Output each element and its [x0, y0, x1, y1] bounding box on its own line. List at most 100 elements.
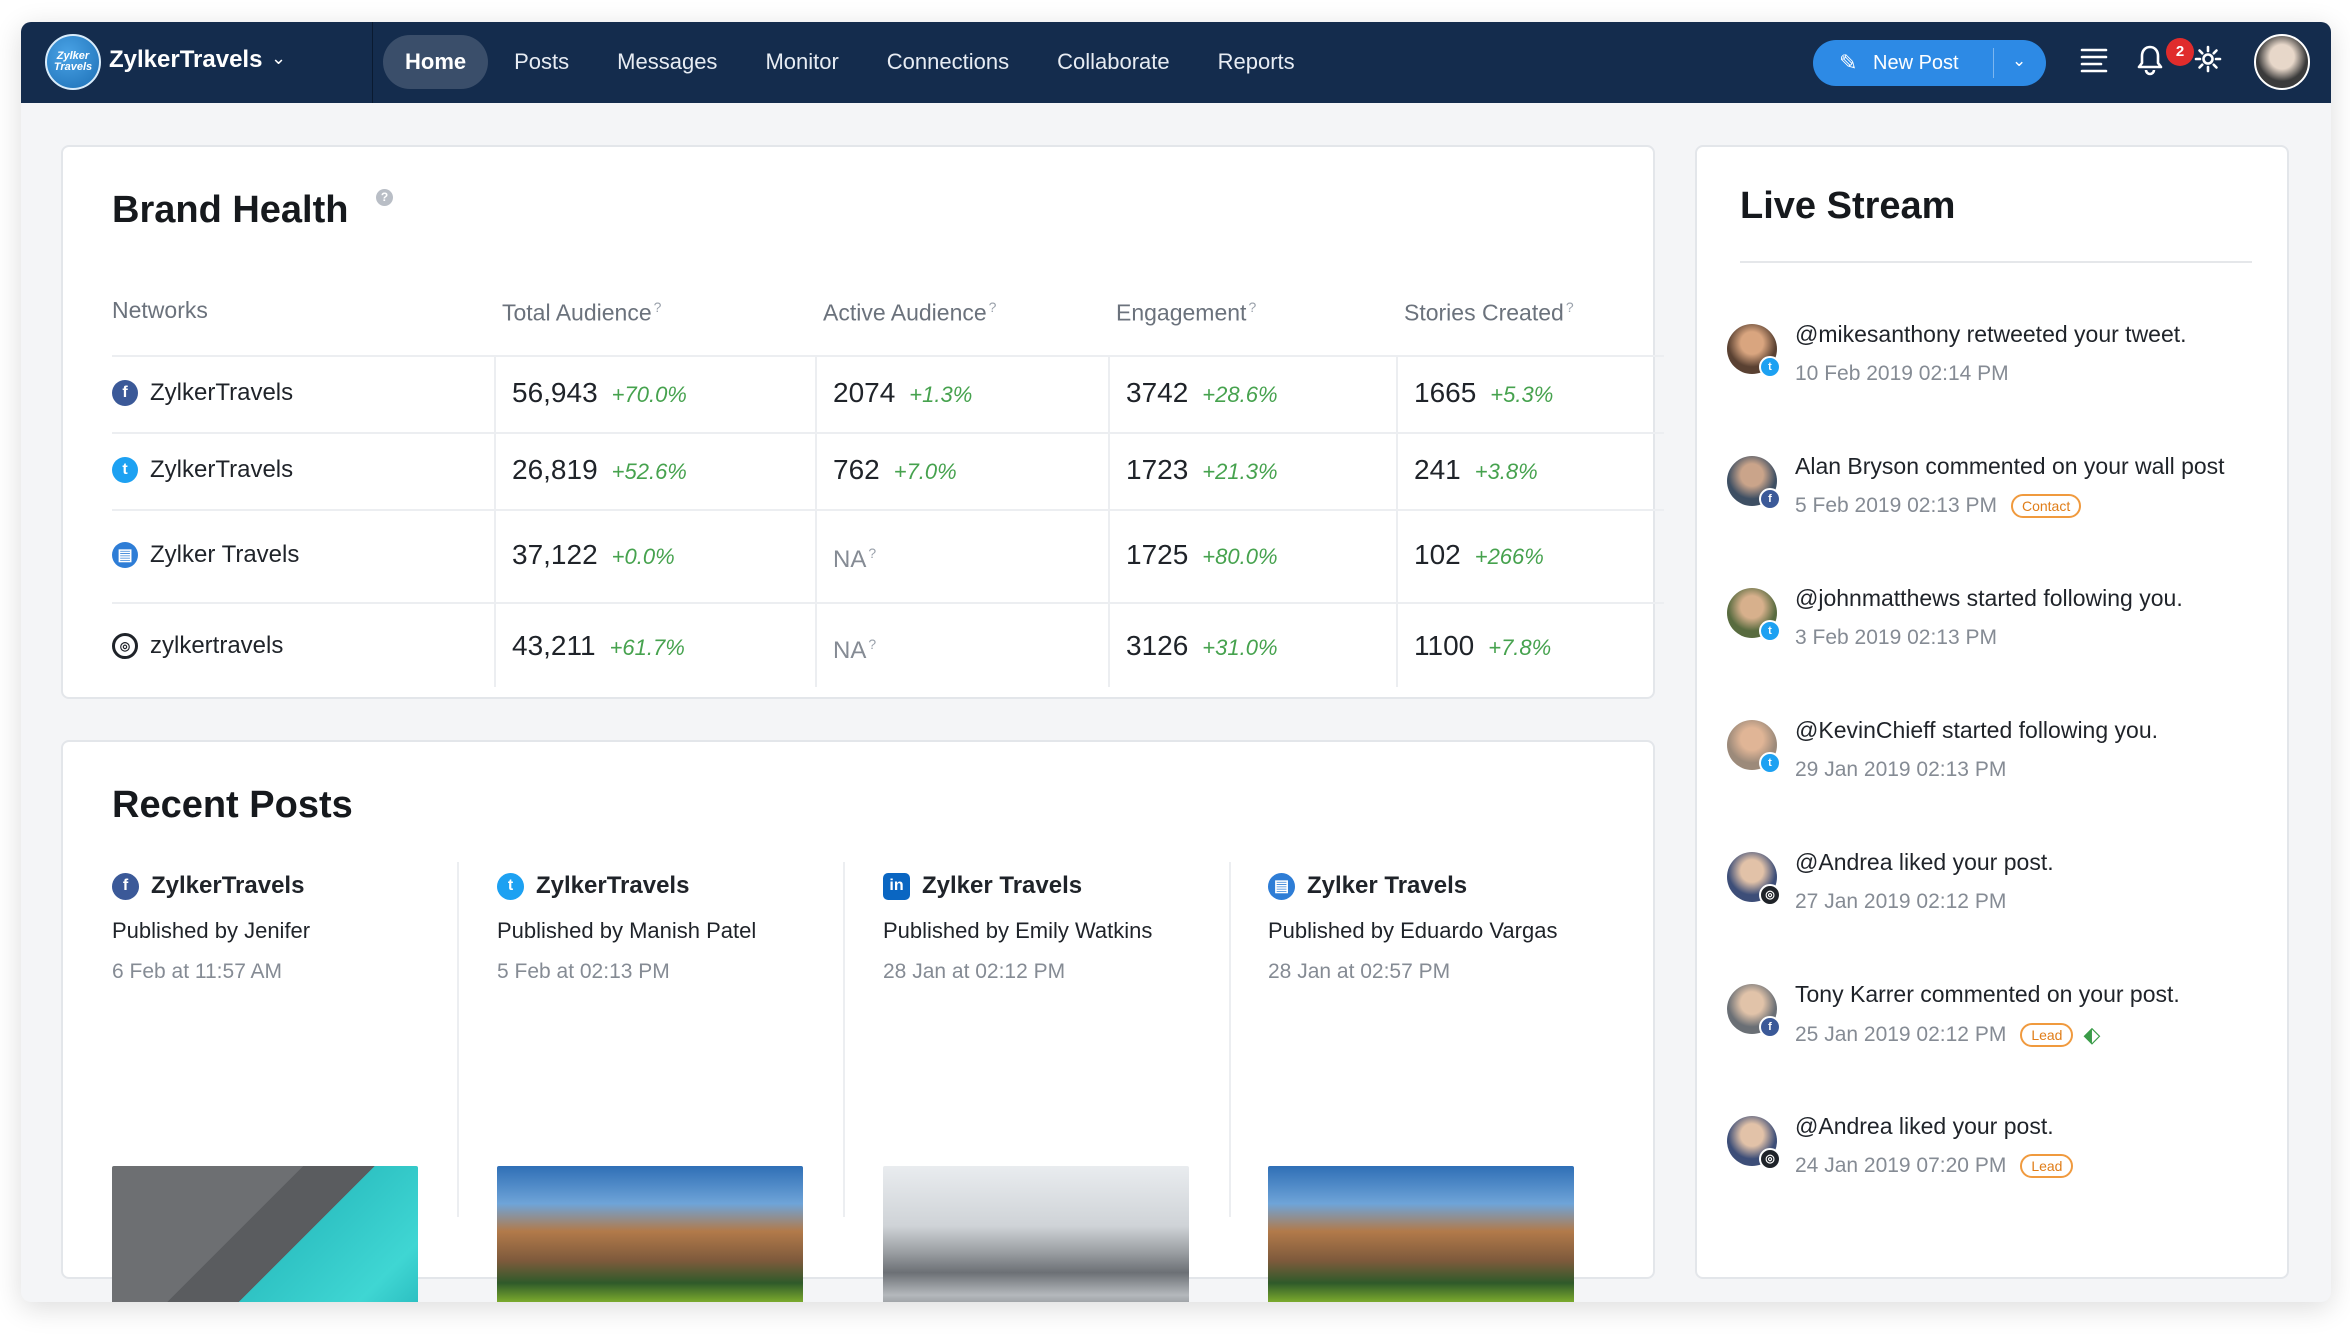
contact-tag[interactable]: Contact: [2010, 494, 2082, 518]
total-audience-value: 37,122 +0.0%: [512, 539, 675, 570]
help-icon[interactable]: ?: [653, 299, 662, 315]
help-icon[interactable]: ?: [1248, 299, 1257, 315]
activity-text: @Andrea liked your post.: [1795, 849, 2054, 875]
chevron-down-icon[interactable]: ⌄: [2012, 51, 2027, 70]
post-network: t ZylkerTravels: [497, 872, 807, 900]
post-network: ▤ Zylker Travels: [1268, 872, 1578, 900]
new-post-button[interactable]: ✎ New Post ⌄: [1813, 40, 2046, 86]
deal-icon[interactable]: ⬖: [2083, 1022, 2101, 1047]
post-author: Published by Eduardo Vargas: [1268, 918, 1558, 943]
live-stream-title: Live Stream: [1740, 185, 1956, 227]
recent-posts-title: Recent Posts: [112, 784, 353, 826]
divider: [1740, 261, 2252, 263]
post-author: Published by Emily Watkins: [883, 918, 1153, 943]
post-card[interactable]: in Zylker Travels Published by Emily Watk…: [883, 872, 1193, 1302]
new-post-label: New Post: [1873, 52, 1959, 74]
list-item[interactable]: t @johnmatthews started following you. 3…: [1727, 585, 2267, 678]
engagement-value: 1725 +80.0%: [1126, 539, 1278, 570]
twitter-icon: t: [112, 457, 138, 483]
pencil-icon: ✎: [1839, 50, 1858, 75]
network-name: Zylker Travels: [150, 541, 300, 568]
mountain-cabin-photo[interactable]: [1268, 1166, 1574, 1302]
nav-reports[interactable]: Reports: [1217, 49, 1295, 74]
col-active-audience: Active Audience?: [823, 299, 997, 326]
total-audience-value: 43,211 +61.7%: [512, 630, 685, 661]
help-icon[interactable]: ?: [868, 545, 877, 561]
help-icon[interactable]: ?: [376, 189, 393, 206]
column-divider: [815, 357, 817, 687]
list-item[interactable]: ◎ @Andrea liked your post. 27 Jan 2019 0…: [1727, 849, 2267, 942]
post-divider: [843, 862, 845, 1217]
network-cell: f ZylkerTravels: [112, 379, 293, 407]
gear-icon[interactable]: [2193, 44, 2223, 83]
col-stories-created: Stories Created?: [1404, 299, 1574, 326]
engagement-value: 3126 +31.0%: [1126, 630, 1278, 661]
network-cell: t ZylkerTravels: [112, 456, 293, 484]
help-icon[interactable]: ?: [868, 636, 877, 652]
user-avatar[interactable]: [2254, 34, 2310, 90]
column-divider: [494, 357, 496, 687]
instagram-icon: ◎: [1759, 1148, 1781, 1170]
nav-messages[interactable]: Messages: [617, 49, 718, 74]
activity-time: 5 Feb 2019 02:13 PM Contact: [1795, 494, 2082, 518]
recent-posts-card: Recent Posts f ZylkerTravels Published by…: [61, 740, 1655, 1302]
post-date: 28 Jan at 02:57 PM: [1268, 960, 1451, 983]
activity-time: 3 Feb 2019 02:13 PM: [1795, 626, 1997, 649]
network-cell: ▤ Zylker Travels: [112, 541, 299, 569]
active-audience-value: NA?: [833, 636, 877, 664]
menu-icon[interactable]: [2079, 44, 2109, 83]
lead-tag[interactable]: Lead: [2020, 1023, 2074, 1047]
activity-time: 27 Jan 2019 02:12 PM: [1795, 890, 2007, 913]
nav-home[interactable]: Home: [383, 35, 489, 89]
post-date: 5 Feb at 02:13 PM: [497, 960, 670, 983]
activity-text: Alan Bryson commented on your wall post: [1795, 453, 2225, 479]
list-item[interactable]: t @KevinChieff started following you. 29…: [1727, 717, 2267, 810]
engagement-value: 3742 +28.6%: [1126, 377, 1278, 408]
brand-switcher[interactable]: Zylker Travels ZylkerTravels ⌄: [21, 22, 373, 103]
activity-text: @mikesanthony retweeted your tweet.: [1795, 321, 2187, 347]
network-name: zylkertravels: [150, 632, 284, 659]
pool-dock-photo[interactable]: [112, 1166, 418, 1302]
post-date: 6 Feb at 11:57 AM: [112, 960, 283, 983]
post-divider: [1229, 862, 1231, 1217]
mountain-cabin-photo[interactable]: [497, 1166, 803, 1302]
post-divider: [457, 862, 459, 1217]
activity-time: 24 Jan 2019 07:20 PM Lead: [1795, 1154, 2074, 1178]
total-audience-value: 26,819 +52.6%: [512, 454, 687, 485]
col-engagement: Engagement?: [1116, 299, 1257, 326]
facebook-icon: f: [112, 380, 138, 406]
instagram-icon: ◎: [112, 633, 138, 659]
nav-connections[interactable]: Connections: [886, 49, 1010, 74]
brand-name: ZylkerTravels: [109, 46, 263, 73]
table-row: t ZylkerTravels 26,819 +52.6% 762 +7.0% 17…: [112, 432, 1664, 510]
nav-collaborate[interactable]: Collaborate: [1057, 49, 1170, 74]
brand-health-card: Brand Health ? Networks Total Audience? …: [61, 145, 1664, 699]
chevron-down-icon[interactable]: ⌄: [271, 48, 287, 68]
main-nav: Home Posts Messages Monitor Connections …: [383, 35, 1321, 89]
help-icon[interactable]: ?: [988, 299, 997, 315]
post-date: 28 Jan at 02:12 PM: [883, 960, 1066, 983]
activity-time: 10 Feb 2019 02:14 PM: [1795, 362, 2009, 385]
lead-tag[interactable]: Lead: [2020, 1154, 2074, 1178]
col-networks: Networks: [112, 297, 208, 323]
list-item[interactable]: f Alan Bryson commented on your wall pos…: [1727, 453, 2267, 546]
brand-logo: Zylker Travels: [45, 34, 101, 90]
nav-monitor[interactable]: Monitor: [765, 49, 839, 74]
bell-icon[interactable]: [2135, 44, 2165, 85]
nav-posts[interactable]: Posts: [514, 49, 570, 74]
post-card[interactable]: ▤ Zylker Travels Published by Eduardo Var…: [1268, 872, 1578, 1302]
list-item[interactable]: ◎ @Andrea liked your post. 24 Jan 2019 0…: [1727, 1113, 2267, 1206]
table-row: ◎ zylkertravels 43,211 +61.7% NA? 3126 +31…: [112, 602, 1664, 686]
post-author: Published by Manish Patel: [497, 918, 757, 943]
app-window: Zylker Travels ZylkerTravels ⌄ Home Post…: [21, 22, 2331, 1302]
list-item[interactable]: t @mikesanthony retweeted your tweet. 10…: [1727, 321, 2267, 414]
list-item[interactable]: f Tony Karrer commented on your post. 25…: [1727, 981, 2267, 1074]
taj-mahal-photo[interactable]: [883, 1166, 1189, 1302]
post-card[interactable]: f ZylkerTravels Published by Jenifer 6 Fe…: [112, 872, 422, 1302]
activity-text: Tony Karrer commented on your post.: [1795, 981, 2180, 1007]
facebook-icon: f: [1759, 488, 1781, 510]
active-audience-value: NA?: [833, 545, 877, 573]
help-icon[interactable]: ?: [1565, 299, 1574, 315]
post-card[interactable]: t ZylkerTravels Published by Manish Patel…: [497, 872, 807, 1302]
twitter-icon: t: [497, 872, 524, 900]
